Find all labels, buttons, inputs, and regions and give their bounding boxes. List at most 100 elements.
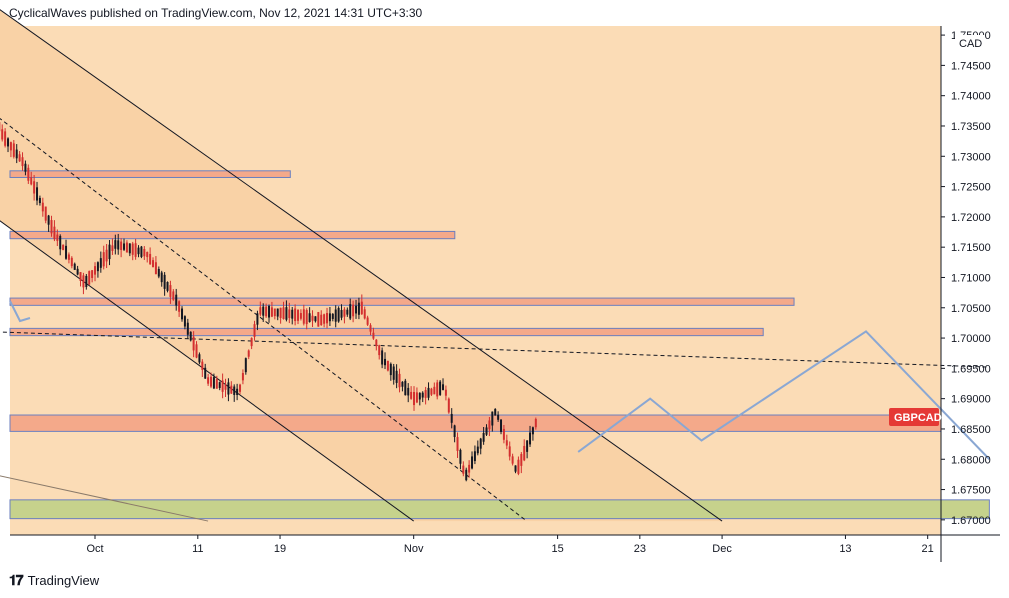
candle[interactable] bbox=[215, 375, 218, 389]
candle[interactable] bbox=[369, 323, 372, 336]
candle[interactable] bbox=[282, 301, 285, 320]
candle[interactable] bbox=[212, 373, 215, 390]
candle[interactable] bbox=[297, 309, 300, 325]
candle[interactable] bbox=[221, 373, 224, 399]
candle[interactable] bbox=[439, 380, 442, 396]
candle[interactable] bbox=[514, 465, 517, 474]
trendline-1[interactable] bbox=[0, 0, 723, 522]
candle[interactable] bbox=[453, 424, 456, 443]
candle[interactable] bbox=[88, 270, 91, 285]
candle[interactable] bbox=[94, 262, 97, 282]
candle[interactable] bbox=[520, 452, 523, 474]
candle[interactable] bbox=[262, 303, 265, 322]
candle[interactable] bbox=[314, 316, 317, 323]
candle[interactable] bbox=[288, 302, 291, 324]
candle[interactable] bbox=[375, 339, 378, 351]
candle[interactable] bbox=[192, 331, 195, 358]
candle[interactable] bbox=[70, 256, 73, 269]
candle[interactable] bbox=[201, 359, 204, 378]
candle[interactable] bbox=[381, 347, 384, 369]
candle[interactable] bbox=[210, 372, 213, 389]
candle[interactable] bbox=[169, 280, 172, 304]
candle[interactable] bbox=[389, 362, 392, 381]
candle[interactable] bbox=[224, 378, 227, 398]
candle[interactable] bbox=[36, 181, 39, 206]
candle[interactable] bbox=[352, 300, 355, 323]
candle[interactable] bbox=[407, 383, 410, 403]
candle[interactable] bbox=[91, 269, 94, 283]
candle[interactable] bbox=[444, 385, 447, 401]
candle[interactable] bbox=[256, 310, 259, 331]
candle[interactable] bbox=[27, 164, 30, 184]
candle[interactable] bbox=[299, 309, 302, 321]
candle[interactable] bbox=[270, 301, 273, 318]
candle[interactable] bbox=[398, 368, 401, 393]
candle[interactable] bbox=[230, 381, 233, 394]
candle[interactable] bbox=[273, 308, 276, 320]
candle[interactable] bbox=[62, 244, 65, 251]
candle[interactable] bbox=[117, 233, 120, 255]
candle[interactable] bbox=[340, 304, 343, 321]
candle[interactable] bbox=[462, 461, 465, 477]
candle[interactable] bbox=[442, 378, 445, 391]
candle[interactable] bbox=[334, 305, 337, 328]
candle[interactable] bbox=[166, 281, 169, 293]
candle[interactable] bbox=[79, 272, 82, 287]
candle[interactable] bbox=[59, 234, 62, 256]
candle[interactable] bbox=[459, 448, 462, 470]
candle[interactable] bbox=[447, 397, 450, 414]
candle[interactable] bbox=[120, 238, 123, 258]
candle[interactable] bbox=[511, 453, 514, 466]
candle[interactable] bbox=[502, 424, 505, 444]
candle[interactable] bbox=[227, 378, 230, 402]
candle[interactable] bbox=[311, 310, 314, 327]
candle[interactable] bbox=[12, 139, 15, 159]
candle[interactable] bbox=[128, 243, 131, 257]
candle[interactable] bbox=[163, 272, 166, 296]
candle[interactable] bbox=[413, 386, 416, 411]
candle[interactable] bbox=[241, 369, 244, 385]
candle[interactable] bbox=[508, 441, 511, 461]
candle[interactable] bbox=[386, 360, 389, 372]
candle[interactable] bbox=[47, 214, 50, 232]
candle[interactable] bbox=[233, 384, 236, 402]
candle[interactable] bbox=[355, 299, 358, 319]
candle[interactable] bbox=[331, 313, 334, 322]
candle[interactable] bbox=[160, 270, 163, 287]
candle[interactable] bbox=[105, 244, 108, 269]
candle[interactable] bbox=[523, 439, 526, 462]
candle[interactable] bbox=[372, 327, 375, 340]
candle[interactable] bbox=[421, 391, 424, 403]
candle[interactable] bbox=[349, 298, 352, 321]
candle[interactable] bbox=[291, 306, 294, 325]
candle[interactable] bbox=[302, 304, 305, 326]
candle[interactable] bbox=[204, 363, 207, 379]
candle[interactable] bbox=[395, 364, 398, 389]
candle[interactable] bbox=[41, 197, 44, 217]
candle[interactable] bbox=[363, 306, 366, 320]
candle[interactable] bbox=[476, 440, 479, 456]
candle[interactable] bbox=[392, 363, 395, 385]
candle[interactable] bbox=[384, 352, 387, 370]
candle[interactable] bbox=[529, 425, 532, 447]
candle[interactable] bbox=[143, 246, 146, 260]
candle[interactable] bbox=[50, 215, 53, 237]
trendline-5[interactable] bbox=[0, 472, 209, 522]
candle[interactable] bbox=[134, 238, 137, 260]
candle[interactable] bbox=[189, 331, 192, 342]
candle[interactable] bbox=[125, 240, 128, 253]
candle[interactable] bbox=[198, 352, 201, 365]
candle[interactable] bbox=[82, 272, 85, 295]
candle[interactable] bbox=[244, 357, 247, 375]
candle[interactable] bbox=[430, 387, 433, 397]
candle[interactable] bbox=[140, 245, 143, 259]
candle[interactable] bbox=[424, 386, 427, 405]
candle[interactable] bbox=[471, 451, 474, 470]
candle[interactable] bbox=[38, 195, 41, 206]
candle[interactable] bbox=[123, 238, 126, 252]
candle[interactable] bbox=[30, 171, 33, 186]
candle[interactable] bbox=[326, 307, 329, 329]
candle[interactable] bbox=[323, 313, 326, 328]
candle[interactable] bbox=[137, 245, 140, 258]
candle[interactable] bbox=[450, 408, 453, 429]
